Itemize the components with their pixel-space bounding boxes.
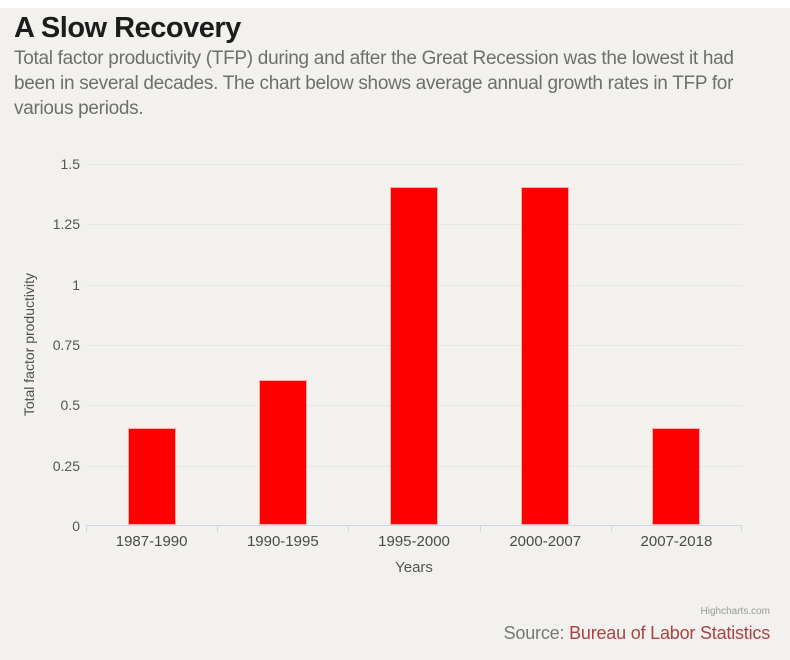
source-link[interactable]: Bureau of Labor Statistics	[569, 623, 770, 643]
y-tick-label: 1	[72, 276, 80, 293]
grid-line	[86, 164, 742, 165]
highcharts-credit-link[interactable]: Highcharts.com	[700, 606, 770, 617]
x-axis-tick-labels: 1987-1990 1990-1995 1995-2000 2000-2007 2007…	[86, 533, 742, 550]
bar[interactable]	[521, 187, 570, 525]
bar[interactable]	[652, 428, 701, 525]
axis-tick	[610, 526, 612, 532]
axis-tick	[741, 526, 742, 532]
y-tick-label: 0.75	[52, 337, 80, 353]
x-tick-label: 2007-2018	[640, 533, 713, 550]
y-tick-label: 0.5	[60, 397, 80, 414]
axis-tick	[479, 526, 481, 532]
bar[interactable]	[127, 428, 176, 525]
axis-tick	[217, 526, 219, 532]
chart-panel: A Slow Recovery Total factor productivit…	[0, 8, 790, 660]
source-line: Source: Bureau of Labor Statistics	[503, 623, 771, 644]
x-tick-label: 1990-1995	[246, 533, 319, 550]
x-tick-label: 1995-2000	[378, 533, 450, 550]
bar[interactable]	[258, 380, 307, 525]
y-axis-tick-labels: 0 0.25 0.5 0.75 1 1.25 1.5	[0, 156, 80, 534]
source-label: Source:	[503, 623, 565, 643]
x-tick-label: 2000-2007	[509, 533, 582, 550]
x-axis-title: Years	[395, 559, 433, 576]
page-subtitle: Total factor productivity (TFP) during a…	[14, 48, 734, 120]
axis-tick	[86, 526, 87, 532]
bar[interactable]	[390, 187, 438, 525]
y-tick-label: 1.5	[60, 156, 80, 172]
y-tick-label: 1.25	[52, 216, 80, 233]
page-title: A Slow Recovery	[14, 12, 241, 44]
axis-tick	[348, 526, 350, 532]
plot-area	[86, 164, 742, 532]
y-tick-label: 0.25	[52, 457, 80, 474]
x-tick-label: 1987-1990	[115, 533, 188, 550]
y-tick-label: 0	[72, 518, 80, 534]
